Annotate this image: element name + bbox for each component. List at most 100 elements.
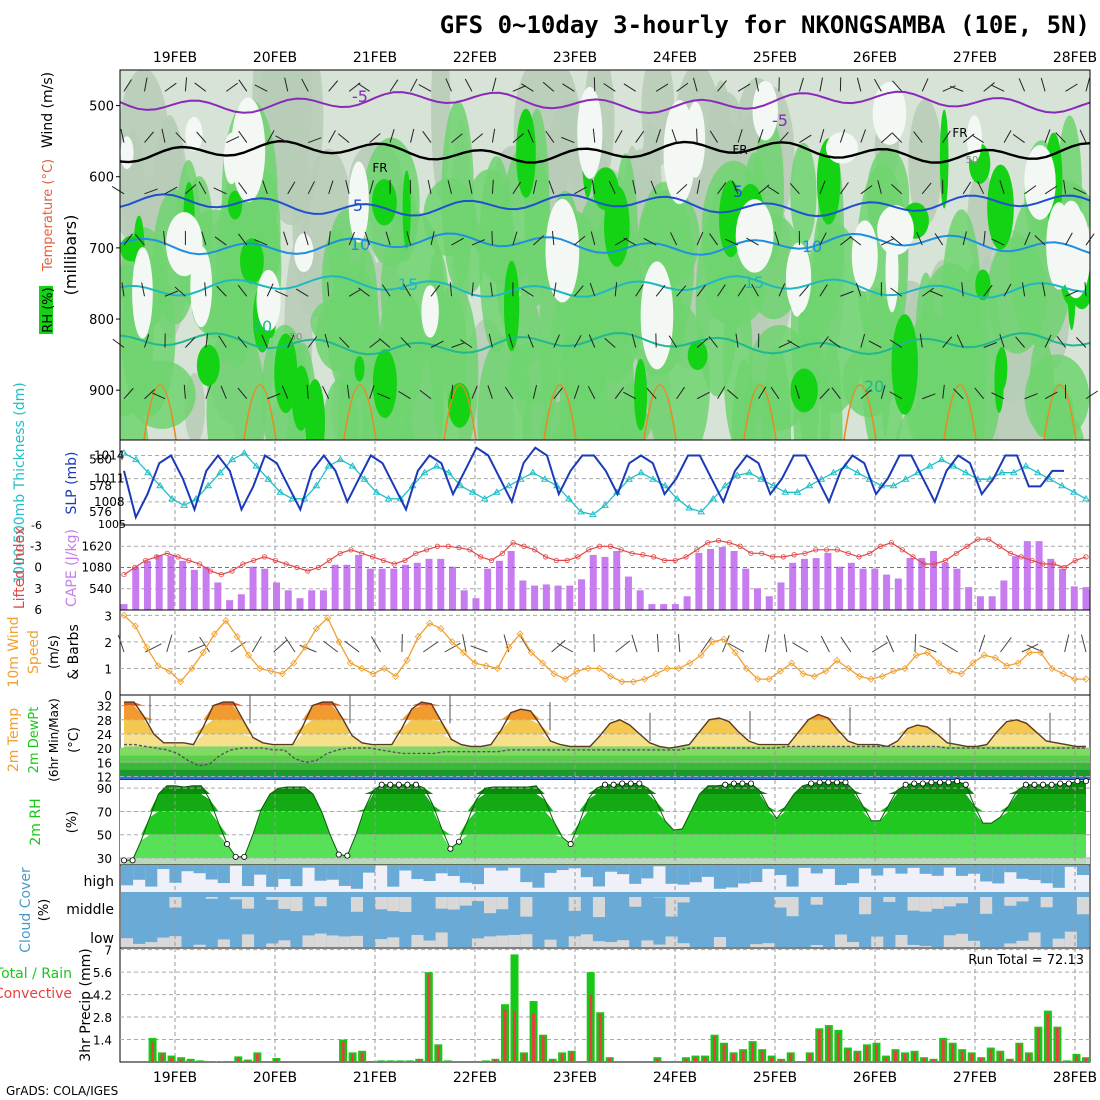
rh-moist-cell (206, 320, 266, 440)
rh2m-axis-units: (%) (65, 811, 80, 834)
low-cloud-gap (484, 936, 497, 947)
wind-speed-marker (448, 638, 456, 646)
convective-precip-bar (1008, 1059, 1012, 1062)
upper-wind-barb (295, 288, 309, 297)
rh-marker (335, 851, 342, 858)
cape-bar (941, 562, 949, 610)
convective-precip-bar (693, 1057, 697, 1062)
precip-tick-label: 2.8 (93, 1011, 112, 1025)
wind-speed-marker (731, 648, 739, 657)
thickness-marker (312, 481, 321, 489)
lifted-index-marker (986, 536, 992, 542)
upper-wind-barb (573, 335, 582, 348)
wind-tick-label: 3 (104, 609, 112, 623)
high-cloud-bar (229, 865, 242, 866)
cloud-layer-label: middle (66, 902, 114, 918)
upper-wind-barb (717, 284, 726, 297)
upper-wind-barb (891, 132, 903, 143)
wind-speed-marker (776, 667, 784, 675)
convective-precip-bar (827, 1026, 831, 1062)
upper-wind-barb (237, 233, 248, 246)
low-cloud-gap (1004, 943, 1017, 947)
high-cloud-bar (556, 865, 569, 871)
mid-cloud-gap (496, 897, 509, 910)
mid-cloud-gap (1016, 897, 1029, 902)
high-cloud-bar (968, 865, 981, 874)
thickness-marker (1009, 468, 1018, 476)
upper-wind-barb (799, 134, 812, 143)
high-cloud-bar (1076, 865, 1089, 876)
low-cloud-gap (145, 942, 158, 947)
upper-wind-barb (1012, 134, 1025, 143)
low-cloud-gap (520, 934, 533, 947)
wind-speed-marker (437, 625, 445, 633)
surface-wind-barb (656, 634, 659, 653)
isotherm-label: -5 (772, 111, 788, 130)
lifted-index-marker (434, 543, 441, 549)
rh-marker (1065, 780, 1072, 787)
rh-marker (825, 779, 832, 786)
high-cloud-bar (883, 865, 896, 869)
thickness-marker (480, 494, 489, 502)
high-cloud-bar (399, 865, 412, 871)
convective-precip-bar (922, 1057, 926, 1062)
temp-tick-label: 12 (97, 770, 112, 784)
rh-marker (1031, 781, 1038, 788)
bottom-date-label: 22FEB (453, 1070, 497, 1086)
thickness-marker (120, 449, 128, 456)
rh-marker (928, 779, 935, 786)
upper-wind-barb (819, 388, 830, 400)
wind-speed-marker (980, 651, 988, 659)
cape-bar (554, 585, 562, 610)
cape-bar (273, 582, 281, 610)
upper-wind-barb (121, 282, 125, 297)
isotherm-label: 5 (353, 196, 363, 215)
cape-bar (296, 598, 304, 610)
rh-marker (619, 780, 626, 787)
rh-fill-layer (124, 794, 1086, 812)
upper-wind-barb (418, 84, 432, 92)
cape-bar (179, 560, 187, 610)
mid-cloud-gap (859, 897, 872, 915)
thickness-tick-label: 580 (89, 453, 112, 467)
cape-bar (402, 564, 410, 610)
upper-wind-barb (856, 77, 862, 92)
cape-contour (943, 384, 977, 440)
pressure-axis-label: (millibars) (61, 215, 80, 296)
convective-precip-bar (655, 1058, 659, 1062)
upper-wind-barb (238, 130, 248, 143)
isotherm-label: -5 (352, 87, 368, 106)
surface-wind-barb (166, 634, 173, 653)
lifted-index-marker (456, 545, 462, 551)
lifted-index-marker (251, 557, 257, 564)
lifted-index-marker (294, 564, 300, 571)
mid-cloud-gap (399, 897, 412, 912)
upper-wind-barb (430, 284, 441, 297)
wind-tick-label: 0 (104, 689, 112, 703)
upper-wind-barb (144, 131, 154, 143)
high-cloud-bar (847, 865, 860, 884)
mid-cloud-gap (786, 897, 799, 917)
wind-speed-line (123, 614, 1086, 683)
wind-speed-marker (1059, 670, 1067, 678)
top-date-label: 27FEB (953, 50, 997, 66)
upper-wind-barb (889, 391, 903, 400)
rh-dry-cell (851, 220, 878, 292)
surface-wind-barb (323, 640, 339, 653)
high-cloud-bar (677, 865, 690, 885)
upper-wind-barb (787, 339, 800, 348)
lifted-index-marker (899, 547, 905, 553)
upper-wind-barb (1003, 283, 1012, 297)
upper-wind-barb (551, 231, 555, 246)
convective-precip-bar (436, 1045, 440, 1062)
bottom-date-label: 27FEB (953, 1070, 997, 1086)
thickness-marker (937, 455, 946, 463)
upper-wind-barb (205, 385, 211, 399)
upper-wind-barb (410, 78, 418, 92)
cape-bar (777, 582, 785, 610)
rh-marker (739, 780, 746, 787)
low-cloud-gap (266, 943, 279, 947)
low-cloud-gap (217, 939, 230, 947)
upper-wind-barb (381, 284, 391, 297)
lifted-index-marker (359, 550, 365, 556)
